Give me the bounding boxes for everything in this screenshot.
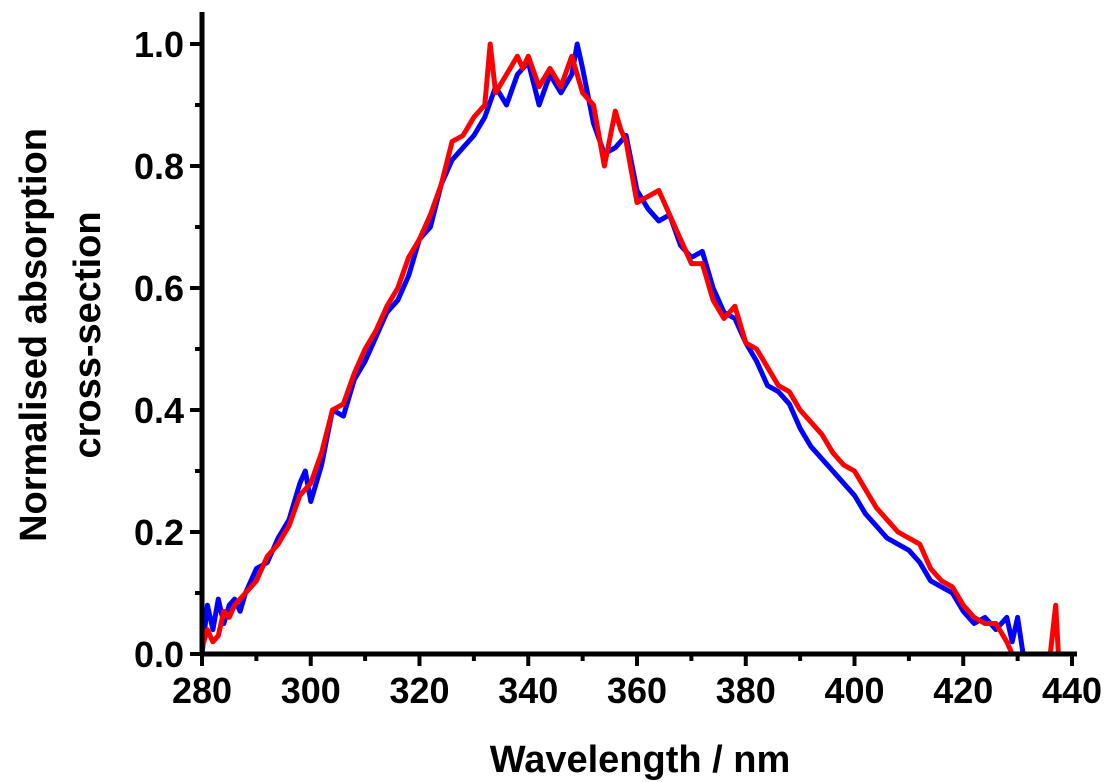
series-line-1: [199, 41, 1031, 657]
y-tick-label: 0.4: [134, 390, 184, 431]
x-tick-label: 360: [607, 670, 667, 711]
x-tick-label: 320: [389, 670, 449, 711]
labels-layer: 280 300 320 340 360 380 400 420 440 0.0 0.2 0.4 0.6 0…: [134, 24, 1102, 711]
x-tick-label: 420: [933, 670, 993, 711]
x-axis-title: Wavelength / nm: [490, 739, 791, 781]
x-tick-label: 300: [281, 670, 341, 711]
x-tick-label: 400: [824, 670, 884, 711]
y-axis-title-line2: cross-section: [67, 211, 109, 458]
y-tick-label: 0.0: [134, 634, 184, 675]
y-tick-label: 0.6: [134, 268, 184, 309]
axes-layer: [199, 12, 1077, 657]
x-tick-label: 440: [1042, 670, 1102, 711]
x-tick-label: 380: [716, 670, 776, 711]
ticks-layer: [190, 42, 1074, 666]
x-tick-label: 280: [172, 670, 232, 711]
series-line-2: [199, 41, 1061, 657]
y-tick-label: 0.8: [134, 146, 184, 187]
y-tick-label: 1.0: [134, 24, 184, 65]
x-tick-label: 340: [498, 670, 558, 711]
y-axis-title-line1: Normalised absorption: [13, 128, 55, 542]
series-layer: [199, 41, 1061, 657]
y-tick-label: 0.2: [134, 512, 184, 553]
